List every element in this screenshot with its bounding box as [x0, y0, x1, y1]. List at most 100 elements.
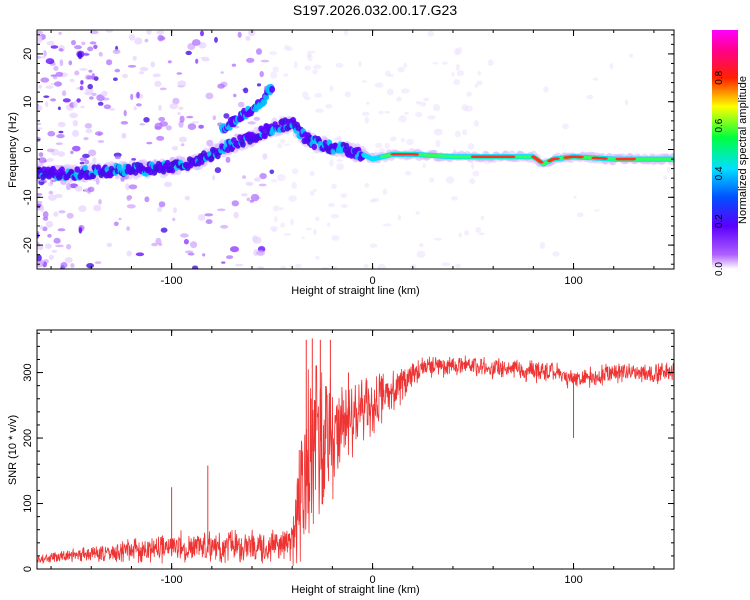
noise-blob — [98, 140, 105, 143]
noise-blob — [543, 86, 549, 92]
noise-blob — [184, 239, 189, 245]
noise-blob — [292, 168, 299, 174]
noise-blob — [91, 93, 96, 96]
noise-blob — [186, 116, 193, 118]
noise-blob — [69, 79, 74, 82]
noise-blob — [172, 146, 178, 151]
noise-blob — [59, 210, 66, 213]
noise-blob — [47, 149, 55, 153]
noise-blob — [284, 233, 292, 236]
snr-series-line — [37, 356, 674, 566]
noise-blob — [663, 175, 667, 180]
noise-blob — [272, 228, 277, 232]
noise-blob — [428, 31, 435, 37]
noise-blob — [206, 219, 213, 224]
colorbar-tick-label: 0.0 — [714, 262, 725, 276]
noise-blob — [46, 58, 55, 64]
colorbar-tick-label: 0.4 — [714, 166, 725, 180]
noise-blob — [43, 50, 46, 57]
noise-blob — [95, 261, 102, 264]
noise-blob — [154, 81, 161, 87]
noise-blob — [35, 38, 42, 45]
noise-blob — [84, 92, 93, 96]
noise-blob — [93, 205, 101, 212]
noise-blob — [573, 196, 576, 199]
noise-blob — [109, 108, 115, 111]
noise-blob — [221, 71, 224, 74]
noise-blob — [478, 233, 485, 236]
noise-blob — [72, 146, 81, 152]
noise-blob — [213, 115, 216, 120]
noise-blob — [269, 51, 277, 55]
noise-blob — [629, 54, 633, 58]
noise-blob — [451, 196, 458, 200]
noise-blob — [327, 222, 331, 227]
colorbar-tick-label: 0.8 — [714, 70, 725, 84]
noise-blob — [464, 230, 469, 235]
noise-blob — [70, 263, 74, 268]
noise-blob — [106, 59, 112, 65]
noise-blob — [80, 86, 84, 91]
noise-blob — [238, 32, 242, 38]
colorbar-tick-label: 0.6 — [714, 118, 725, 132]
noise-blob — [49, 255, 54, 260]
noise-blob — [308, 53, 312, 57]
noise-blob — [61, 262, 68, 268]
noise-blob — [288, 195, 297, 202]
noise-blob — [156, 30, 164, 34]
noise-blob — [610, 63, 614, 69]
noise-blob — [246, 58, 254, 63]
noise-blob — [51, 45, 59, 48]
noise-blob — [383, 188, 387, 194]
y-tick-label: 300 — [22, 363, 34, 381]
noise-blob — [405, 171, 412, 176]
noise-blob — [261, 60, 270, 63]
noise-blob — [278, 207, 283, 210]
noise-blob — [313, 229, 317, 235]
noise-blob — [145, 39, 149, 43]
spectrogram-x-label: Height of straight line (km) — [291, 285, 419, 297]
noise-blob — [456, 64, 460, 70]
noise-blob — [365, 117, 370, 124]
noise-blob — [158, 117, 165, 121]
noise-blob — [51, 74, 57, 76]
noise-blob — [270, 71, 277, 78]
noise-blob — [45, 243, 52, 249]
noise-blob — [188, 253, 195, 256]
noise-blob — [217, 84, 225, 89]
noise-blob — [48, 194, 57, 201]
noise-blob — [434, 238, 442, 241]
noise-blob — [366, 102, 370, 105]
noise-blob — [94, 76, 99, 81]
noise-blob — [469, 178, 475, 184]
noise-blob — [375, 83, 384, 88]
ridge-hot — [539, 161, 543, 163]
noise-blob — [310, 171, 315, 177]
noise-blob — [481, 216, 485, 220]
x-tick-label: -100 — [161, 574, 183, 586]
noise-blob — [358, 61, 361, 67]
noise-blob — [179, 137, 187, 143]
upper-branch-cell — [269, 86, 275, 93]
noise-blob — [332, 235, 340, 241]
noise-blob — [441, 262, 450, 266]
noise-blob — [98, 199, 102, 205]
noise-blob — [315, 217, 320, 221]
noise-blob — [457, 70, 464, 76]
noise-blob — [370, 199, 377, 202]
noise-blob — [314, 93, 322, 98]
noise-blob — [72, 130, 79, 137]
noise-blob — [69, 113, 78, 119]
noise-blob — [181, 143, 184, 146]
noise-blob — [379, 148, 385, 152]
noise-blob — [423, 163, 426, 169]
y-tick-label: 10 — [22, 96, 34, 108]
noise-blob — [79, 227, 83, 233]
noise-blob — [160, 88, 167, 91]
noise-blob — [86, 76, 94, 80]
noise-blob — [83, 137, 88, 140]
noise-blob — [113, 49, 121, 54]
noise-blob — [396, 97, 401, 102]
noise-blob — [273, 66, 279, 72]
noise-blob — [270, 170, 275, 175]
